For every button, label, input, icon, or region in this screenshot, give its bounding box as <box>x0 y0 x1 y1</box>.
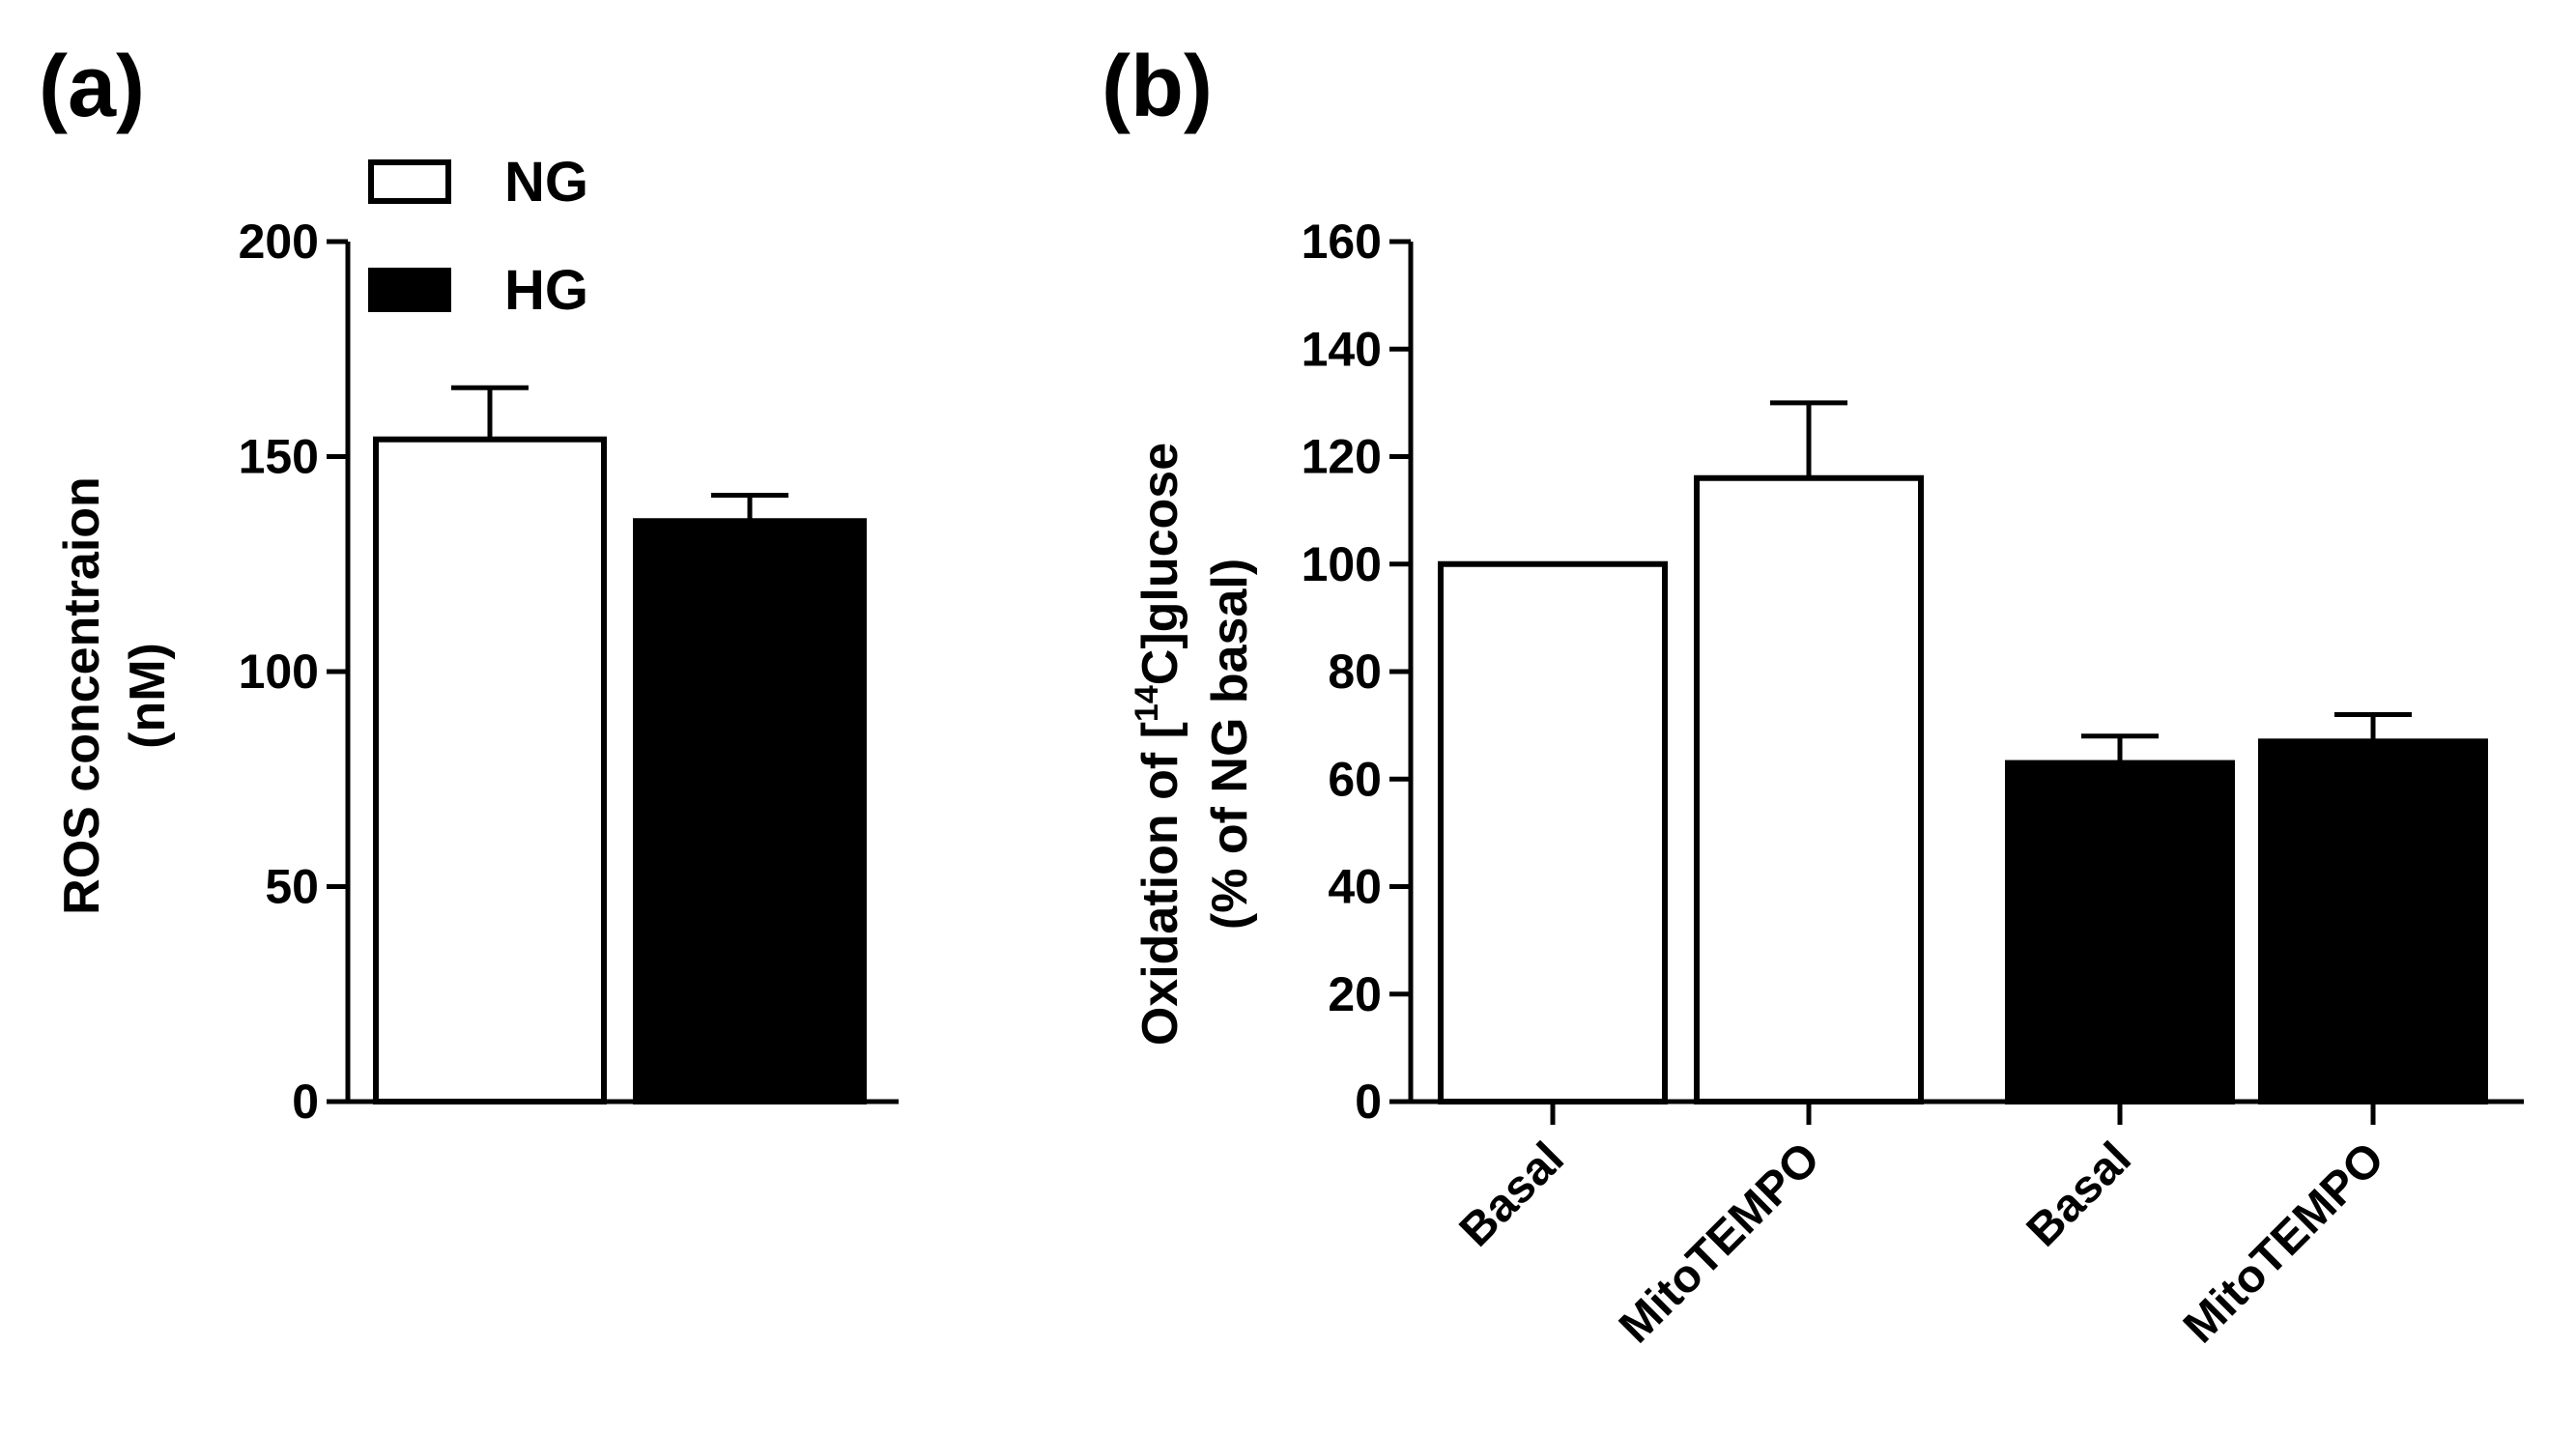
panel-a-y-tick-label-50: 50 <box>265 860 319 914</box>
legend-swatch-hg <box>368 268 451 312</box>
legend-label-ng: NG <box>504 151 588 214</box>
panel-b-x-labels: Basal MitoTEMPO Basal MitoTEMPO <box>1450 1102 2394 1353</box>
panel-b-bar-hg-mitotempo-x-label: MitoTEMPO <box>2174 1133 2394 1353</box>
panel-a-y-axis: 0 50 100 150 200 <box>239 215 899 1129</box>
panel-a-legend: NG HG <box>368 151 588 322</box>
panel-b-ylabel-line2: (% of NG basal) <box>1202 559 1258 930</box>
panel-b-ylabel-pre: Oxidation of [ <box>1132 722 1188 1046</box>
panel-b-ylabel-sup: 14 <box>1129 685 1165 722</box>
panel-b: (b) 0 20 40 60 80 100 120 140 160 Basal MitoTEMPO… <box>1102 39 2524 1353</box>
panel-b-bar-ng-basal <box>1438 560 1668 1104</box>
panel-a: (a) NG HG 0 50 100 150 200 ROS concentraion (… <box>39 39 899 1129</box>
panel-b-y-tick-label-160: 160 <box>1302 215 1382 269</box>
panel-a-y-tick-label-200: 200 <box>239 215 319 269</box>
legend-swatch-ng <box>368 159 451 204</box>
panel-a-ylabel-line1: ROS concentraion <box>54 476 110 915</box>
panel-b-bars <box>1438 400 2488 1104</box>
panel-b-ylabel-post: C]glucose <box>1132 443 1188 685</box>
panel-b-bar-hg-mitotempo <box>2258 738 2488 1104</box>
panel-a-y-tick-label-150: 150 <box>239 430 319 484</box>
panel-b-y-tick-label-80: 80 <box>1328 645 1382 699</box>
panel-a-label: (a) <box>39 39 145 135</box>
panel-b-y-tick-label-120: 120 <box>1302 430 1382 484</box>
legend-label-hg: HG <box>504 259 588 322</box>
panel-b-bar-ng-mitotempo-x-label: MitoTEMPO <box>1610 1133 1830 1353</box>
panel-b-y-tick-label-40: 40 <box>1328 860 1382 914</box>
panel-b-y-tick-label-60: 60 <box>1328 752 1382 806</box>
panel-a-bar-ng <box>373 436 607 1104</box>
panel-b-ylabel-line1: Oxidation of [14C]glucose <box>1129 443 1188 1046</box>
panel-b-bar-ng-mitotempo <box>1694 474 1924 1104</box>
panel-b-y-tick-label-100: 100 <box>1302 537 1382 591</box>
panel-b-bar-ng-basal-x-label: Basal <box>1450 1133 1574 1256</box>
panel-b-y-tick-label-20: 20 <box>1328 967 1382 1021</box>
panel-a-bars <box>373 385 867 1104</box>
panel-b-y-tick-label-140: 140 <box>1302 322 1382 376</box>
panel-a-ylabel-line2: (nM) <box>120 643 176 749</box>
panel-a-bar-hg <box>633 518 867 1104</box>
panel-b-bar-hg-basal-x-label: Basal <box>2018 1133 2141 1256</box>
panel-a-y-tick-label-0: 0 <box>292 1075 319 1129</box>
panel-b-bar-hg-basal <box>2005 760 2235 1104</box>
panel-b-label: (b) <box>1102 39 1213 135</box>
panel-b-y-tick-label-0: 0 <box>1355 1075 1382 1129</box>
panel-a-y-tick-label-100: 100 <box>239 645 319 699</box>
